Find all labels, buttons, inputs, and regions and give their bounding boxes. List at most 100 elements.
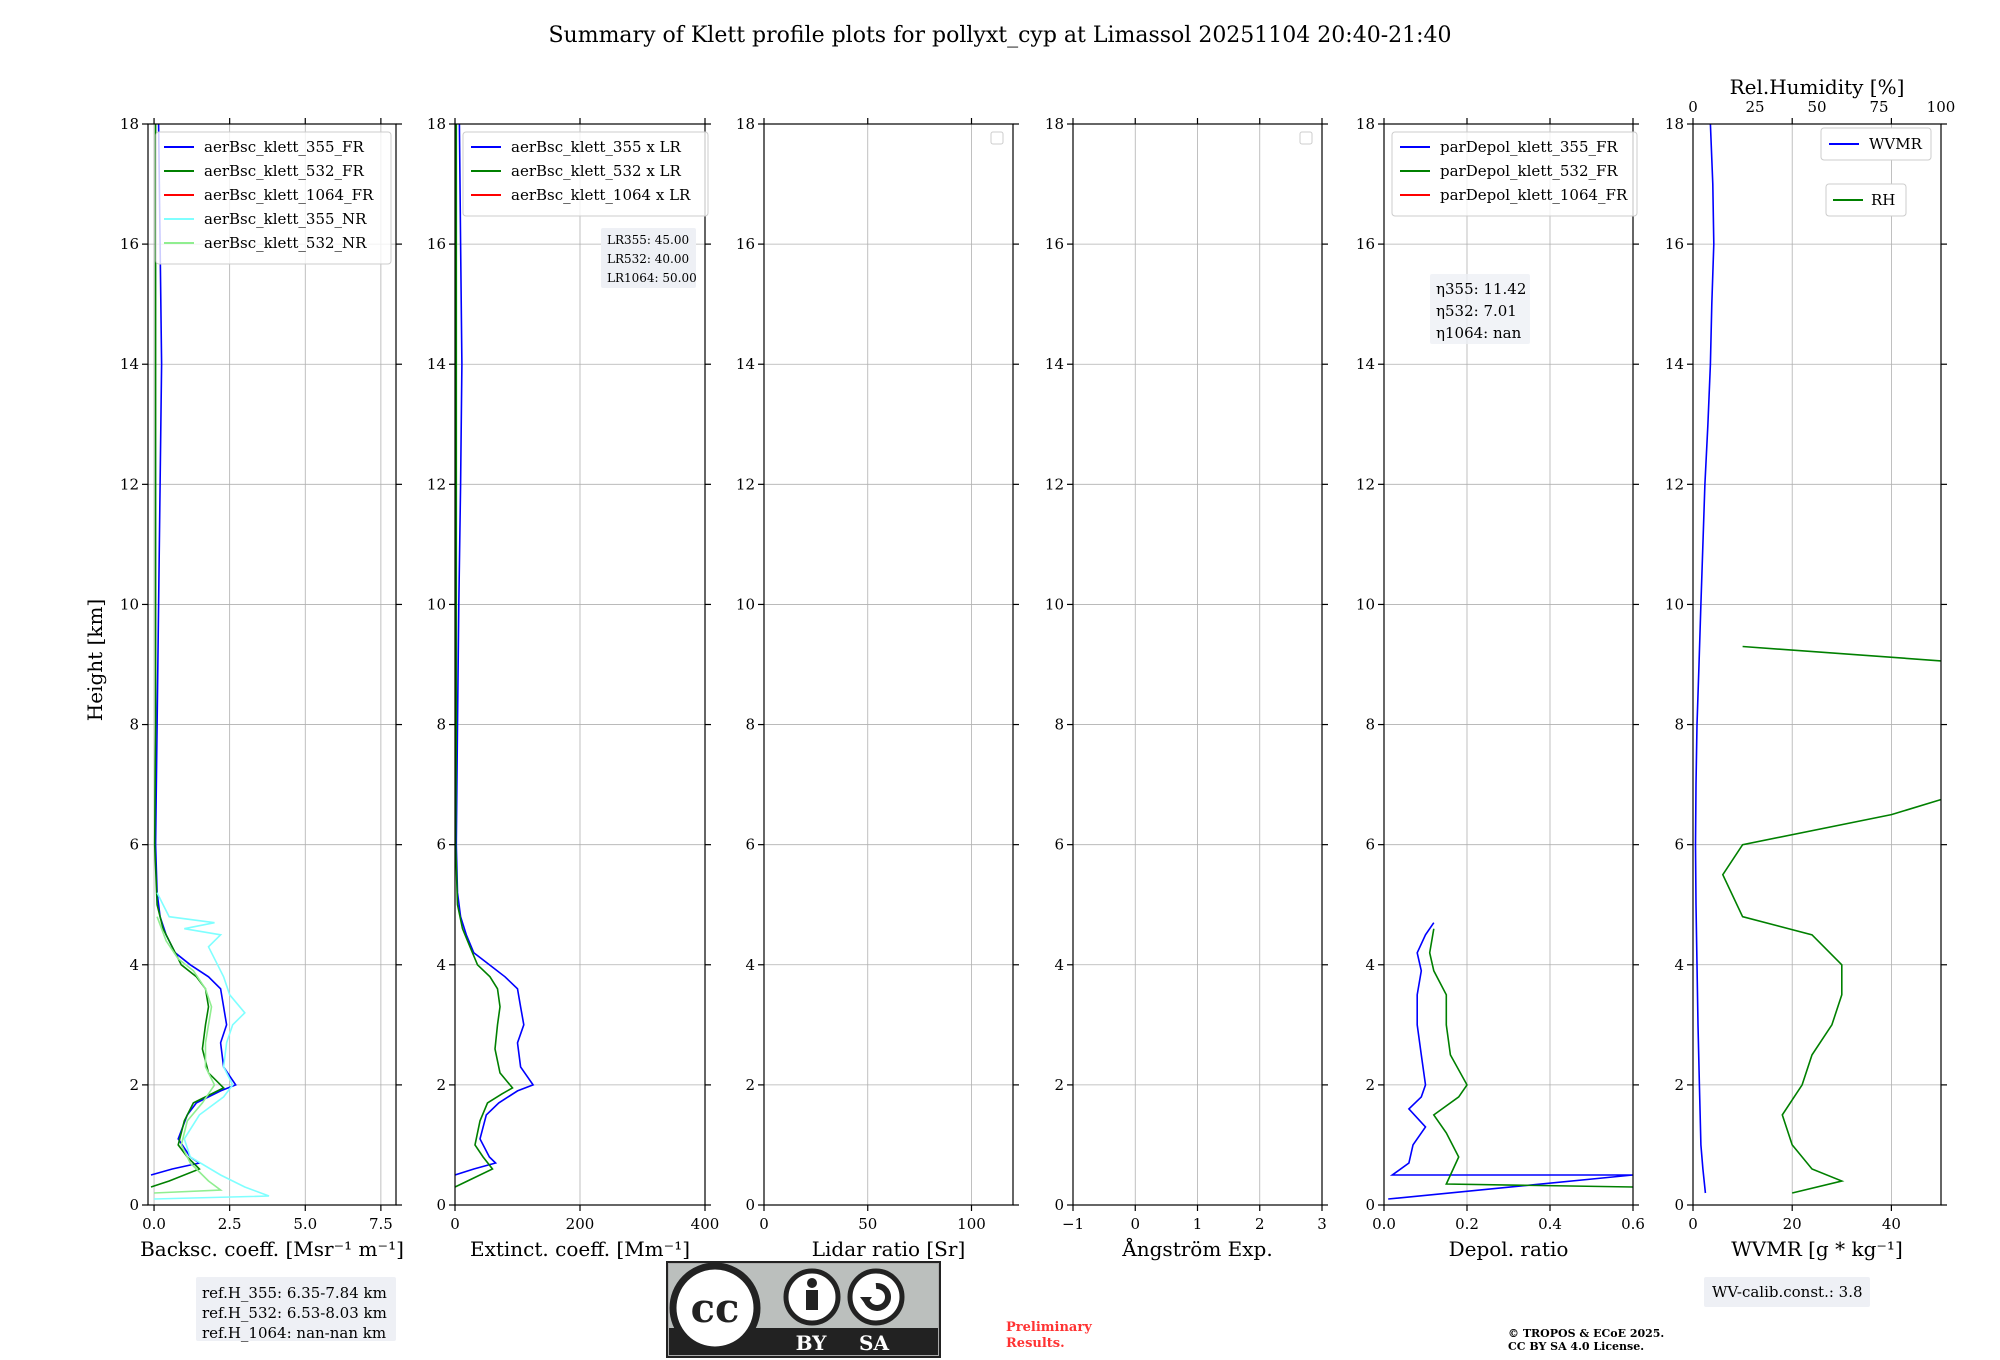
- y-tick-label: 16: [1356, 235, 1375, 253]
- y-tick-label: 4: [1674, 956, 1684, 974]
- preliminary-line1: Preliminary: [1006, 1320, 1092, 1335]
- x-tick-label: 0.0: [1372, 1215, 1396, 1233]
- license-by-label: BY: [796, 1331, 828, 1355]
- legend-box: [1391, 131, 1638, 217]
- y-tick-label: 2: [1054, 1076, 1064, 1094]
- y-tick-label: 12: [120, 475, 139, 493]
- y-tick-label: 16: [1045, 235, 1064, 253]
- legend-entry: aerBsc_klett_355_NR: [204, 210, 367, 228]
- calib-box-bg: [1704, 1277, 1870, 1307]
- license-sa-label: SA: [859, 1331, 889, 1355]
- cc-logo-text: cc: [691, 1285, 740, 1332]
- y-tick-label: 0: [436, 1196, 446, 1214]
- x-axis-title: Backsc. coeff. [Msr⁻¹ m⁻¹]: [140, 1237, 404, 1261]
- figure-title: Summary of Klett profile plots for polly…: [548, 23, 1451, 48]
- y-tick-label: 12: [1045, 475, 1064, 493]
- cc-logo-icon: [669, 1262, 761, 1354]
- axes-frame: [1383, 123, 1634, 1206]
- x-axis-title: Ångström Exp.: [1121, 1236, 1272, 1261]
- x-tick-label: 40: [1882, 1215, 1901, 1233]
- y-tick-label: 14: [427, 355, 446, 373]
- copyright-line2: CC BY SA 4.0 License.: [1508, 1340, 1644, 1353]
- ref-height-box: ref.H_355: 6.35-7.84 km ref.H_532: 6.53-…: [196, 1277, 396, 1342]
- y-tick-label: 10: [427, 595, 446, 613]
- y-tick-label: 12: [736, 475, 755, 493]
- eta-box-line: η532: 7.01: [1436, 302, 1517, 320]
- series-line-bsc-2: [153, 892, 270, 1200]
- by-person-head: [807, 1278, 817, 1288]
- y-tick-label: 12: [1665, 475, 1684, 493]
- y-tick-label: 18: [736, 115, 755, 133]
- x-tick-label: 1: [1193, 1215, 1203, 1233]
- x-tick-label: 20: [1783, 1215, 1802, 1233]
- lr-box-line: LR355: 45.00: [607, 233, 689, 247]
- top-x-tick-label: 25: [1745, 98, 1764, 116]
- y-tick-label: 8: [436, 716, 446, 734]
- legend-entry: parDepol_klett_355_FR: [1440, 138, 1618, 156]
- y-tick-label: 8: [129, 716, 139, 734]
- lr-box-line: LR1064: 50.00: [607, 271, 697, 285]
- y-tick-label: 8: [1365, 716, 1375, 734]
- empty-legend-box: [1299, 131, 1313, 145]
- y-tick-label: 4: [1365, 956, 1375, 974]
- y-tick-label: 0: [1054, 1196, 1064, 1214]
- series-group-depol: [1388, 922, 1633, 1200]
- legend-box: [1820, 127, 1932, 161]
- legend-ext: aerBsc_klett_355 x LR aerBsc_klett_532 x …: [462, 131, 709, 217]
- x-tick-label: 0: [1130, 1215, 1140, 1233]
- legend-entry: aerBsc_klett_1064_FR: [204, 186, 374, 204]
- eta-box-bg: [1430, 274, 1530, 344]
- y-tick-label: 4: [129, 956, 139, 974]
- panel-lr: 0 2 4 6 8 10 12 14 16 18 0 50 100 Lidar ratio [Sr]: [736, 115, 1019, 1261]
- eta-box-line: η355: 11.42: [1436, 280, 1526, 298]
- ref-height-box-bg: [196, 1277, 396, 1341]
- y-tick-label: 10: [120, 595, 139, 613]
- x-tick-label: 0.6: [1621, 1215, 1645, 1233]
- y-tick-label: 14: [1356, 355, 1375, 373]
- legend-entry: aerBsc_klett_355 x LR: [511, 138, 682, 156]
- y-tick-label: 18: [1356, 115, 1375, 133]
- y-tick-label: 18: [427, 115, 446, 133]
- y-tick-label: 0: [1365, 1196, 1375, 1214]
- y-tick-label: 16: [1665, 235, 1684, 253]
- y-tick-label: 0: [745, 1196, 755, 1214]
- y-tick-label: 6: [1054, 836, 1064, 854]
- x-tick-label: 2: [1255, 1215, 1265, 1233]
- x-tick-label: 200: [566, 1215, 595, 1233]
- legend-box: [1825, 183, 1907, 217]
- top-x-tick-label: 0: [1688, 98, 1698, 116]
- legend-entry: aerBsc_klett_532 x LR: [511, 162, 682, 180]
- x-tick-label: 50: [858, 1215, 877, 1233]
- x-tick-label: 100: [957, 1215, 986, 1233]
- series-line-bsc-0: [150, 124, 237, 1176]
- panel-bsc: 0 2 4 6 8 10 12 14 16 18 0.0 2.5 5.0 7.5 Backsc. coeff…: [120, 115, 404, 1261]
- x-axis-title: Depol. ratio: [1449, 1237, 1569, 1261]
- x-tick-label: 3: [1317, 1215, 1327, 1233]
- by-person-body: [806, 1290, 818, 1310]
- y-tick-label: 10: [736, 595, 755, 613]
- y-tick-label: 18: [1665, 115, 1684, 133]
- y-tick-label: 8: [1054, 716, 1064, 734]
- x-tick-label: 2.5: [218, 1215, 242, 1233]
- legend-box: [155, 131, 392, 265]
- y-tick-label: 4: [436, 956, 446, 974]
- y-tick-label: 6: [436, 836, 446, 854]
- empty-legend-box: [990, 131, 1004, 145]
- x-axis-title: Extinct. coeff. [Mm⁻¹]: [470, 1237, 690, 1261]
- legend-entry: WVMR: [1869, 135, 1923, 153]
- y-tick-label: 6: [1365, 836, 1375, 854]
- legend-entry: aerBsc_klett_532_FR: [204, 162, 364, 180]
- sa-share-alike-icon: [847, 1268, 905, 1326]
- calib-box-text: WV-calib.const.: 3.8: [1712, 1283, 1863, 1301]
- lr-box-bg: [601, 228, 696, 288]
- legend-bsc: aerBsc_klett_355_FR aerBsc_klett_532_FRae…: [155, 131, 392, 265]
- series-group-wv: [1694, 124, 1941, 1194]
- x-tick-label: 7.5: [369, 1215, 393, 1233]
- legend-rh: RH: [1825, 183, 1907, 217]
- series-line-ext-0: [455, 124, 535, 1176]
- axes-frame: [1692, 123, 1942, 1206]
- series-line-bsc-1: [150, 124, 225, 1188]
- series-group-bsc: [150, 124, 270, 1200]
- x-tick-label: 5.0: [293, 1215, 317, 1233]
